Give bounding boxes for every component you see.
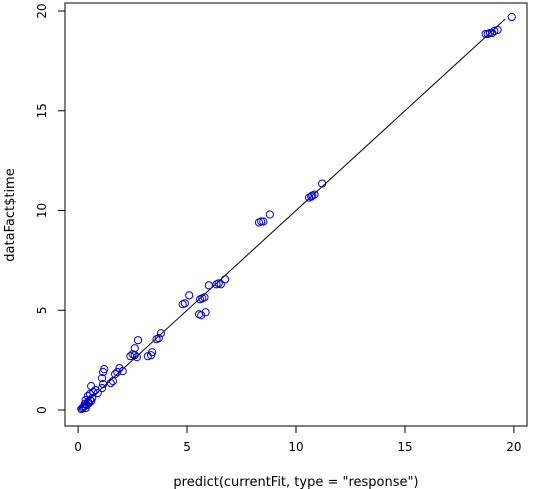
data-point (148, 348, 157, 357)
y-axis: 0 5 10 15 20 (35, 3, 65, 414)
data-point (106, 379, 115, 388)
data-point (99, 379, 108, 389)
data-point (507, 12, 516, 22)
data-point (259, 217, 268, 226)
y-tick-label: 5 (35, 306, 49, 314)
x-tick-label: 10 (288, 440, 303, 454)
data-point (490, 26, 499, 36)
data-point (201, 308, 210, 317)
data-point (85, 395, 95, 405)
y-tick-label: 15 (35, 103, 49, 118)
data-point (130, 344, 139, 353)
data-point (216, 280, 225, 289)
data-point (197, 311, 206, 320)
data-point (156, 329, 165, 338)
data-point (185, 291, 194, 300)
data-point (318, 179, 327, 188)
data-point (97, 374, 107, 383)
data-point (133, 336, 143, 345)
data-point (113, 368, 122, 377)
data-point (265, 210, 274, 219)
data-point (93, 388, 102, 398)
data-point (221, 275, 230, 284)
y-tick-label: 0 (35, 406, 49, 414)
data-point (481, 29, 490, 39)
x-axis-label: predict(currentFit, type = "response") (173, 475, 418, 489)
data-point (180, 299, 189, 308)
plot-frame (64, 2, 528, 427)
data-point (97, 383, 107, 393)
data-point (81, 395, 90, 405)
data-point (132, 353, 142, 362)
data-point (83, 391, 92, 401)
x-tick-label: 5 (183, 440, 191, 454)
data-point (485, 28, 495, 38)
data-point (493, 25, 502, 35)
x-axis: 0 5 10 15 20 (74, 426, 522, 454)
data-point (154, 334, 163, 343)
data-point (310, 190, 319, 199)
x-tick-label: 0 (74, 440, 82, 454)
data-point (111, 370, 120, 379)
x-tick-label: 15 (397, 440, 412, 454)
data-point (118, 367, 127, 376)
data-point (78, 403, 87, 413)
x-tick-label: 20 (506, 440, 521, 454)
reference-line (77, 18, 506, 411)
y-tick-label: 20 (35, 3, 49, 18)
data-point (89, 387, 98, 397)
data-point (126, 352, 135, 361)
data-point (200, 293, 209, 302)
data-points (77, 12, 516, 414)
data-point (204, 281, 213, 290)
y-axis-label: dataFact$time (3, 168, 18, 261)
data-point (100, 365, 109, 374)
y-tick-label: 10 (35, 203, 49, 218)
data-point (257, 217, 266, 226)
